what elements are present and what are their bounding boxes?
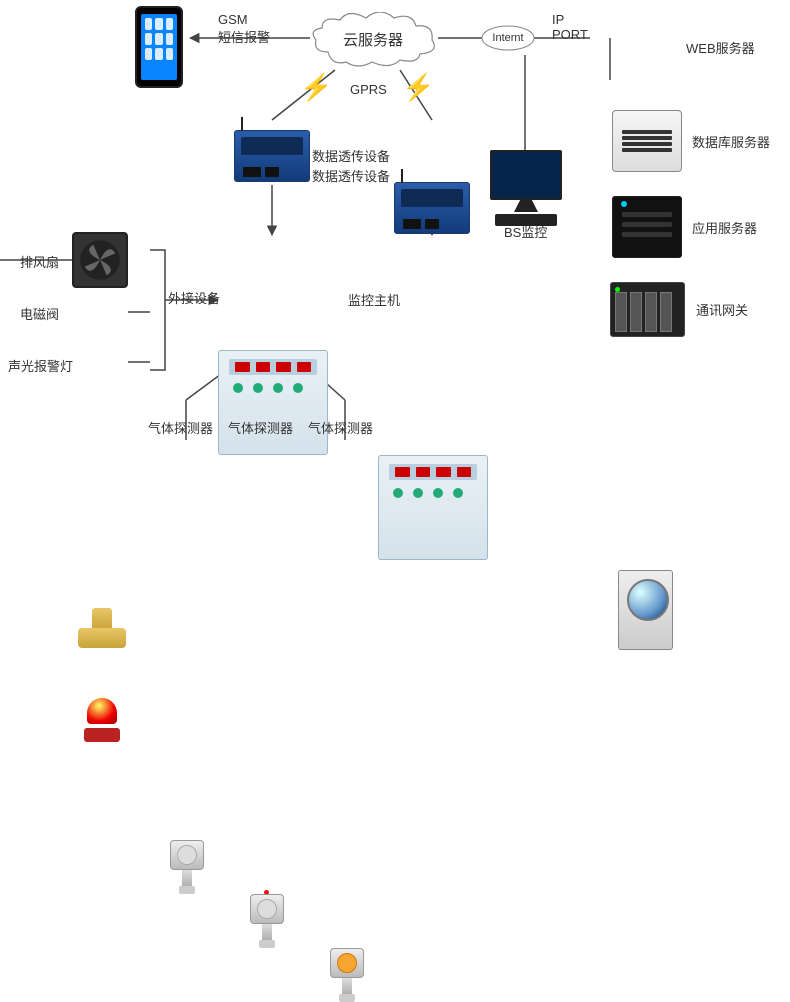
cloud-label: 云服务器 bbox=[343, 29, 403, 50]
fan-label: 排风扇 bbox=[20, 252, 59, 271]
internet-label: Internt bbox=[492, 32, 523, 44]
gas-detector-1 bbox=[166, 840, 208, 894]
db-server bbox=[612, 110, 682, 172]
cloud-server: 云服务器 bbox=[308, 12, 438, 67]
bolt-icon: ⚡ bbox=[402, 72, 434, 103]
detector3-label: 气体探测器 bbox=[308, 418, 373, 437]
detector2-label: 气体探测器 bbox=[228, 418, 293, 437]
smartphone bbox=[135, 6, 183, 88]
solenoid-valve bbox=[78, 608, 126, 648]
web-server bbox=[618, 570, 673, 650]
gateway-label: 通讯网关 bbox=[696, 300, 748, 319]
panel-right-label: 监控主机 bbox=[348, 290, 400, 309]
external-label: 外接设备 bbox=[168, 288, 220, 307]
gprs-label: GPRS bbox=[350, 82, 387, 97]
bolt-icon: ⚡ bbox=[300, 72, 332, 103]
alarm-light bbox=[84, 698, 120, 742]
gas-detector-2 bbox=[246, 894, 288, 948]
control-panel-left bbox=[218, 350, 328, 455]
bs-monitor-label: BS监控 bbox=[504, 222, 547, 241]
dtu-right-label: 数据透传设备 bbox=[312, 166, 390, 185]
app-server-label: 应用服务器 bbox=[692, 218, 757, 237]
internet-bubble: Internt bbox=[480, 24, 536, 52]
app-server bbox=[612, 196, 682, 258]
bs-monitor bbox=[490, 150, 562, 226]
dtu-device-left bbox=[234, 130, 310, 182]
alarm-label: 声光报警灯 bbox=[8, 356, 73, 375]
exhaust-fan bbox=[72, 232, 128, 288]
comm-gateway bbox=[610, 282, 685, 337]
ip-port-label: IP PORT bbox=[552, 12, 588, 42]
gsm-label: GSM 短信报警 bbox=[218, 12, 270, 46]
dtu-left-label: 数据透传设备 bbox=[312, 146, 390, 165]
valve-label: 电磁阀 bbox=[20, 304, 59, 323]
db-server-label: 数据库服务器 bbox=[692, 132, 770, 151]
control-panel-right bbox=[378, 455, 488, 560]
gas-detector-3 bbox=[326, 948, 368, 1002]
detector1-label: 气体探测器 bbox=[148, 418, 213, 437]
web-server-label: WEB服务器 bbox=[686, 38, 755, 57]
dtu-device-right bbox=[394, 182, 470, 234]
